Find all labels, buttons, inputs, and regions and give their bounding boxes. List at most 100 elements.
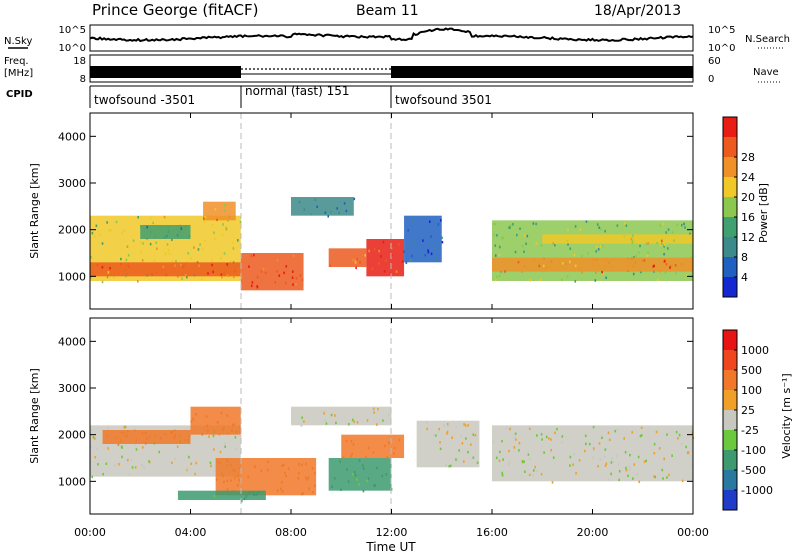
- velocity-speckle: [472, 456, 475, 459]
- velocity-speckle: [448, 464, 451, 468]
- velocity-speckle: [610, 461, 613, 464]
- power-speckle: [216, 218, 218, 222]
- velocity-speckle: [439, 441, 441, 444]
- velocity-speckle: [331, 485, 333, 488]
- power-speckle: [106, 275, 109, 279]
- noise-tick-left-bottom: 10^0: [59, 43, 86, 54]
- power-speckle: [633, 256, 635, 259]
- velocity-region-9: [492, 425, 693, 482]
- power-colorbar-tick-label: 16: [741, 211, 755, 224]
- power-speckle: [165, 234, 168, 238]
- velocity-speckle: [548, 437, 550, 440]
- power-speckle: [250, 284, 253, 288]
- velocity-speckle: [376, 466, 378, 470]
- freq-panel: 18 8 60 0: [73, 54, 721, 85]
- velocity-speckle: [305, 476, 307, 480]
- velocity-colorbar-swatch-1: [723, 470, 737, 490]
- velocity-colorbar-swatch-3: [723, 430, 737, 450]
- power-speckle: [496, 275, 498, 279]
- power-speckle: [253, 253, 255, 257]
- power-speckle: [656, 278, 659, 281]
- power-speckle: [594, 279, 597, 282]
- velocity-speckle: [219, 450, 222, 454]
- power-speckle: [314, 198, 317, 202]
- power-speckle: [239, 220, 242, 224]
- velocity-speckle: [514, 432, 517, 435]
- power-speckle: [395, 270, 398, 273]
- power-speckle: [248, 265, 250, 268]
- velocity-speckle: [128, 472, 131, 476]
- velocity-speckle: [518, 441, 521, 445]
- power-speckle: [167, 248, 170, 252]
- power-speckle: [262, 267, 265, 271]
- velocity-speckle: [627, 474, 629, 478]
- velocity-speckle: [614, 429, 617, 433]
- power-speckle: [380, 255, 382, 258]
- velocity-speckle: [209, 461, 212, 465]
- velocity-speckle: [663, 457, 665, 461]
- velocity-speckle: [625, 468, 628, 472]
- velocity-colorbar-frame: [722, 329, 738, 511]
- velocity-speckle: [514, 436, 516, 439]
- velocity-region-8: [416, 420, 480, 468]
- power-speckle: [96, 263, 99, 267]
- velocity-speckle: [323, 412, 325, 415]
- velocity-colorbar-swatch-0: [723, 490, 737, 510]
- power-speckle: [427, 250, 430, 254]
- velocity-speckle: [534, 465, 537, 469]
- velocity-speckle: [524, 470, 526, 473]
- velocity-speckle: [592, 449, 595, 453]
- power-speckle: [274, 281, 277, 284]
- power-speckle: [424, 253, 427, 257]
- velocity-speckle: [536, 434, 538, 437]
- velocity-speckle: [451, 436, 453, 439]
- velocity-speckle: [382, 419, 384, 422]
- velocity-speckle: [121, 446, 123, 449]
- velocity-speckle: [205, 415, 208, 418]
- power-speckle: [635, 254, 637, 258]
- velocity-speckle: [234, 436, 237, 439]
- power-speckle: [516, 233, 518, 237]
- velocity-speckle: [366, 419, 369, 422]
- power-speckle: [324, 211, 327, 214]
- power-speckle: [525, 242, 527, 246]
- velocity-speckle: [521, 460, 524, 463]
- power-speckle: [101, 280, 104, 284]
- velocity-speckle: [220, 411, 223, 415]
- velocity-region-4: [177, 490, 266, 500]
- velocity-speckle: [297, 477, 300, 480]
- velocity-speckle: [527, 453, 530, 456]
- velocity-speckle: [201, 433, 204, 436]
- velocity-heatmap: [90, 406, 694, 503]
- power-speckle: [112, 276, 115, 279]
- power-speckle: [498, 253, 501, 257]
- velocity-speckle: [306, 478, 308, 481]
- velocity-speckle: [307, 476, 310, 480]
- power-speckle: [667, 228, 670, 231]
- power-speckle: [221, 233, 224, 236]
- velocity-speckle: [518, 449, 520, 452]
- power-speckle: [292, 254, 295, 258]
- velocity-speckle: [465, 437, 467, 440]
- power-colorbar-label: Power [dB]: [757, 183, 770, 243]
- velocity-speckle: [462, 460, 465, 463]
- power-speckle: [199, 243, 201, 246]
- power-speckle: [517, 263, 519, 266]
- velocity-speckle: [592, 425, 595, 429]
- power-speckle: [180, 227, 183, 230]
- velocity-speckle: [505, 426, 508, 430]
- velocity-speckle: [314, 471, 316, 475]
- power-speckle: [574, 264, 577, 268]
- power-colorbar-frame: [722, 116, 738, 298]
- power-speckle: [292, 283, 294, 286]
- power-speckle: [500, 237, 503, 240]
- velocity-speckle: [298, 472, 300, 475]
- velocity-speckle: [353, 420, 355, 424]
- power-speckle: [108, 229, 111, 232]
- power-speckle: [660, 239, 663, 243]
- velocity-speckle: [598, 442, 601, 445]
- velocity-speckle: [222, 428, 224, 432]
- freq-tick-left-top: 18: [73, 56, 86, 67]
- power-speckle: [430, 235, 432, 238]
- power-speckle: [561, 278, 563, 282]
